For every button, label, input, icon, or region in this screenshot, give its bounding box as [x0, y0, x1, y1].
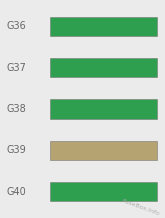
- Bar: [50, 182, 157, 201]
- Bar: [50, 99, 157, 119]
- Text: G37: G37: [7, 63, 26, 73]
- Text: G39: G39: [7, 145, 26, 155]
- Text: G40: G40: [7, 187, 26, 197]
- Text: G38: G38: [7, 104, 26, 114]
- Bar: [50, 141, 157, 160]
- Bar: [50, 17, 157, 36]
- Text: FuseBox.Info: FuseBox.Info: [121, 199, 160, 217]
- Text: G36: G36: [7, 21, 26, 31]
- Bar: [50, 58, 157, 77]
